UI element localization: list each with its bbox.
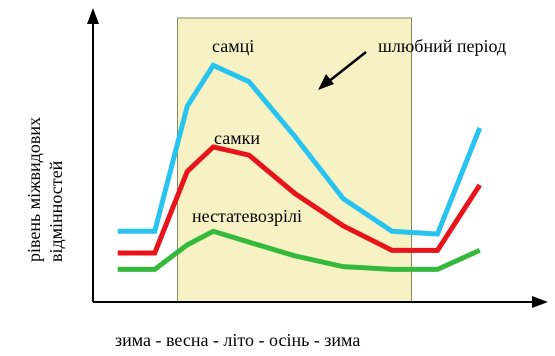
series-line-females — [117, 144, 482, 256]
series-line-males — [117, 62, 483, 237]
plot-area — [177, 17, 412, 303]
labels: самці самки нестатевозрілі шлюбний періо… — [24, 36, 506, 350]
series-label-males: самці — [212, 36, 254, 56]
axes — [87, 8, 548, 308]
series-label-females: самки — [214, 128, 260, 148]
x-axis-label: зима - весна - літо - осінь - зима — [115, 330, 360, 350]
y-axis-label-line-2: відмінностей — [46, 160, 66, 262]
y-axis-arrow — [87, 8, 99, 24]
y-axis-label-line-1: рівень міжвидових — [24, 117, 44, 262]
series-group — [117, 62, 483, 272]
highlight-label: шлюбний період — [378, 36, 506, 56]
highlight-band — [177, 17, 412, 303]
series-label-juveniles: нестатевозрілі — [192, 206, 302, 226]
highlight-pointer-arrow — [318, 51, 367, 90]
x-axis-arrow — [532, 296, 548, 308]
series-line-juveniles — [117, 228, 481, 272]
